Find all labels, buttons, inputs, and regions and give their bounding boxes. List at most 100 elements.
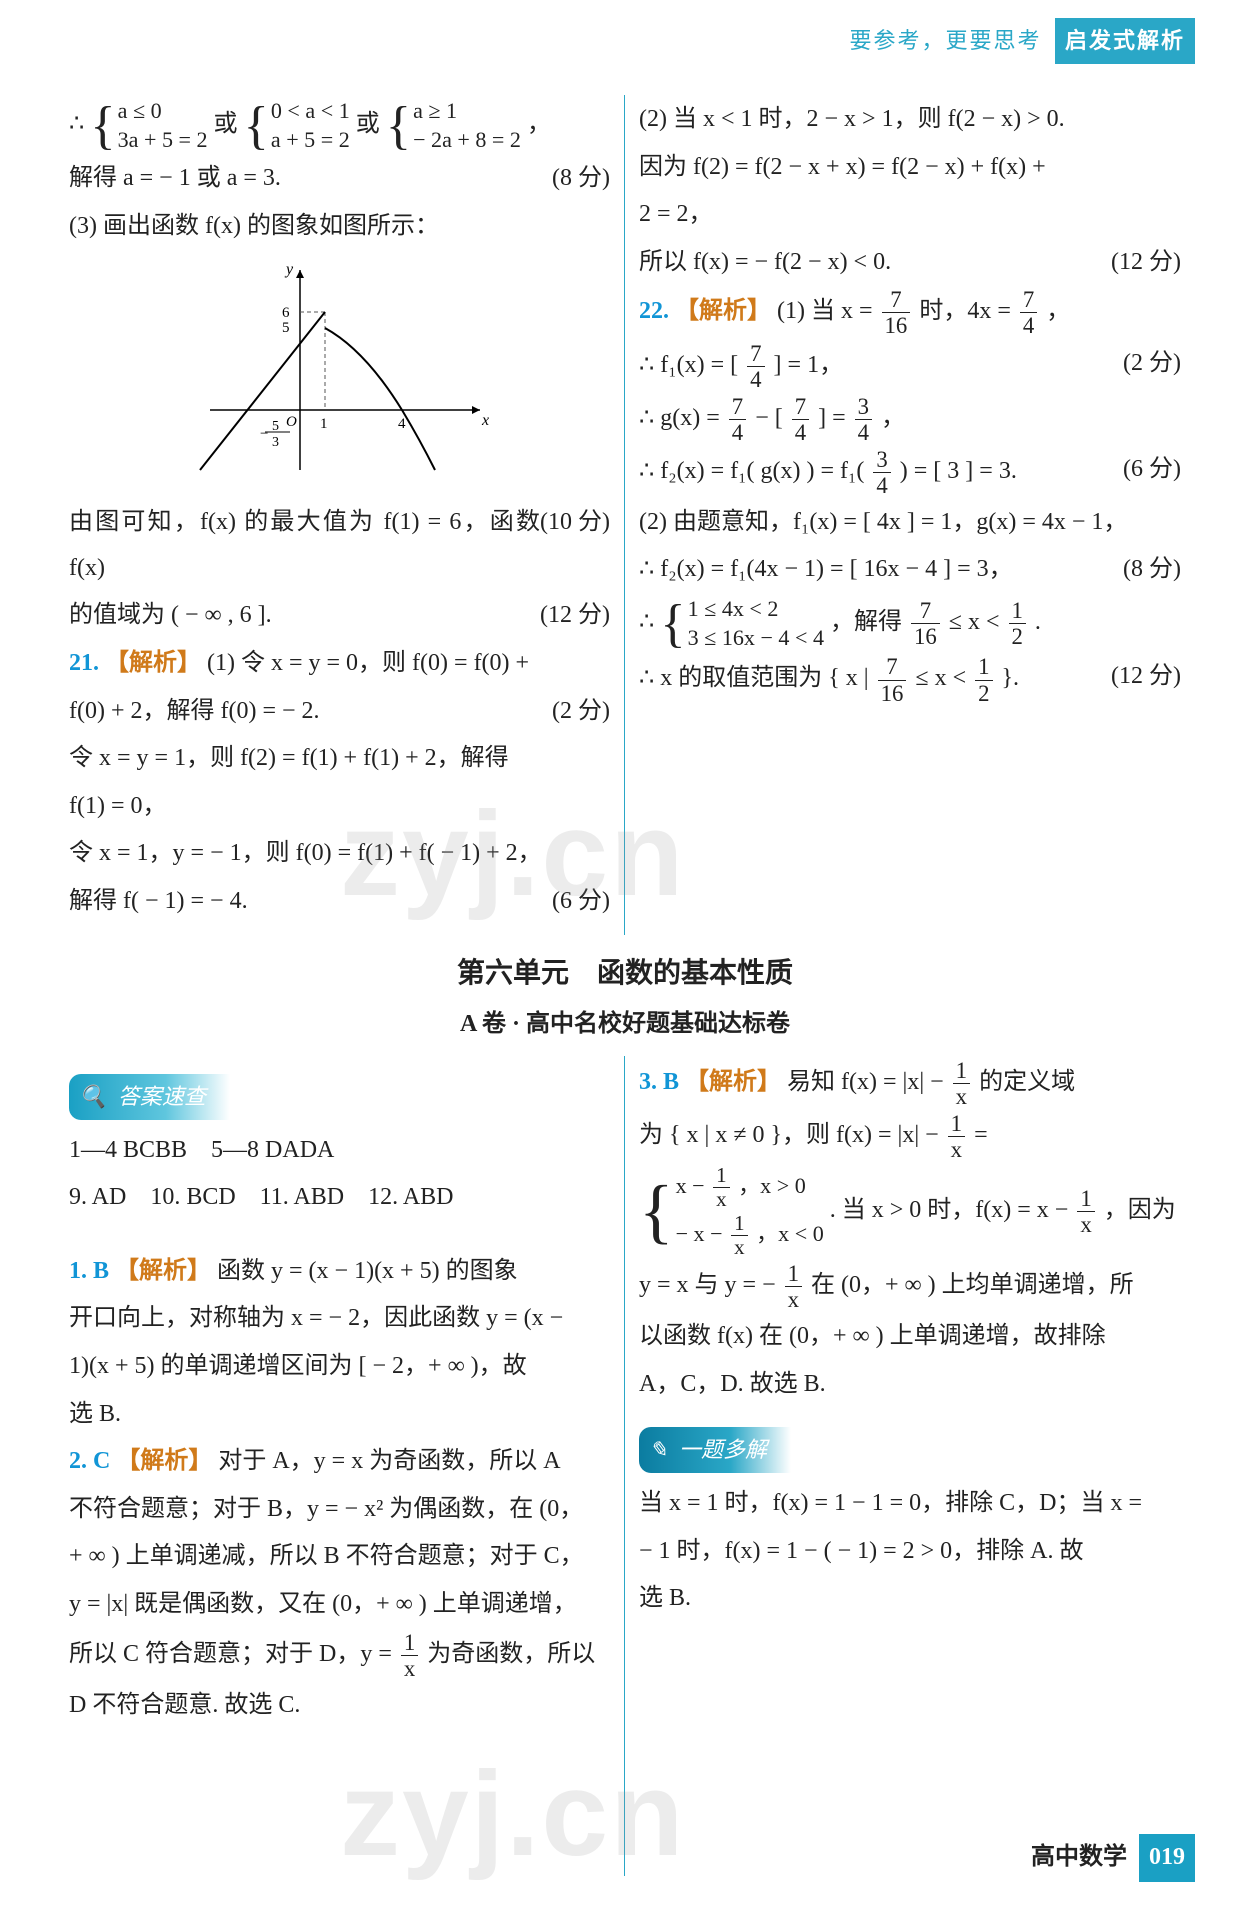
line2: 解得 a = − 1 或 a = 3.	[69, 165, 281, 191]
q22-s8: (12 分)	[1111, 654, 1181, 700]
svg-text:y: y	[284, 261, 294, 278]
q22-l7-mid2: ≤ x <	[949, 609, 1006, 635]
tr-l3: 2 = 2，	[639, 192, 1181, 238]
q2-l5a: 所以 C 符合题意；对于 D，y =	[69, 1641, 398, 1667]
svg-text:5: 5	[282, 320, 290, 336]
q3-c2a: − x −	[676, 1221, 729, 1246]
q21-l6: 解得 f( − 1) = − 4.	[69, 888, 248, 914]
case-group-2: { 0 < a < 1 a + 5 = 2	[244, 97, 350, 154]
q21-l3: 令 x = y = 1，则 f(2) = f(1) + f(1) + 2，解得	[69, 736, 610, 782]
q3-l2a: 为 { x | x ≠ 0 }，则 f(x) = |x| −	[639, 1122, 945, 1148]
solve-a: 解得 a = − 1 或 a = 3. (8 分)	[69, 156, 610, 202]
therefore: ∴	[69, 111, 90, 137]
q22-l8-row: ∴ x 的取值范围为 { x | 716 ≤ x < 12 }. (12 分)	[639, 654, 1181, 705]
q1-row1: 1. B 【解析】 函数 y = (x − 1)(x + 5) 的图象	[69, 1249, 610, 1295]
footer-page: 019	[1139, 1834, 1195, 1882]
alt-l1: 当 x = 1 时，f(x) = 1 − 1 = 0，排除 C，D；当 x =	[639, 1481, 1181, 1527]
q3-l4-row: y = x 与 y = − 1x 在 (0，+ ∞ ) 上均单调递增，所	[639, 1261, 1181, 1312]
q1-num: 1. B	[69, 1258, 109, 1284]
case-group-3: { a ≥ 1 − 2a + 8 = 2	[386, 97, 521, 154]
q21-row2: f(0) + 2，解得 f(0) = − 2. (2 分)	[69, 689, 610, 735]
q22-l6-row: ∴ f₂(x) = f₁(4x − 1) = [ 16x − 4 ] = 3， …	[639, 547, 1181, 593]
q3-l4a: y = x 与 y = −	[639, 1272, 782, 1298]
q22-s2: (2 分)	[1123, 341, 1181, 387]
graph: x y O 1 4 6 5 5 3 −	[69, 260, 610, 497]
q22-c2: 3 ≤ 16x − 4 < 4	[688, 624, 824, 653]
line4: 由图可知，f(x) 的最大值为 f(1) = 6，函数 f(x)	[69, 500, 610, 591]
case3b: − 2a + 8 = 2	[413, 126, 521, 155]
q1-l2: 开口向上，对称轴为 x = − 2，因此函数 y = (x −	[69, 1296, 610, 1342]
q21-row6: 解得 f( − 1) = − 4. (6 分)	[69, 879, 610, 925]
q22-c1: 1 ≤ 4x < 2	[688, 595, 824, 624]
q3-l6: A，C，D. 故选 B.	[639, 1362, 1181, 1408]
tr-l2: 因为 f(2) = f(2 − x + x) = f(2 − x) + f(x)…	[639, 145, 1181, 191]
q21-tag: 【解析】	[105, 650, 201, 676]
case1b: 3a + 5 = 2	[118, 126, 208, 155]
q2-l2: 不符合题意；对于 B，y = − x² 为偶函数，在 (0，	[69, 1487, 610, 1533]
line5-row: 的值域为 ( − ∞ , 6 ]. (12 分)	[69, 593, 610, 639]
q2-tag: 【解析】	[116, 1448, 212, 1474]
q22-l7-mid: ，解得	[830, 609, 908, 635]
q3-l4b: 在 (0，+ ∞ ) 上均单调递增，所	[811, 1272, 1134, 1298]
svg-text:1: 1	[320, 416, 328, 432]
q2-l1: 对于 A，y = x 为奇函数，所以 A	[218, 1448, 560, 1474]
bottom-left-col: 🔍 答案速查 1—4 BCBB 5—8 DADA 9. AD 10. BCD 1…	[55, 1056, 625, 1876]
q3-tag: 【解析】	[685, 1069, 781, 1095]
q2-l5-row: 所以 C 符合题意；对于 D，y = 1x 为奇函数，所以	[69, 1630, 610, 1681]
q3-cases-row: { x − 1x ，x > 0 − x − 1x ，x < 0 . 当 x > …	[639, 1164, 1181, 1259]
svg-text:6: 6	[282, 305, 290, 321]
bottom-columns: 🔍 答案速查 1—4 BCBB 5—8 DADA 9. AD 10. BCD 1…	[55, 1056, 1195, 1876]
q21-l1: (1) 令 x = y = 0，则 f(0) = f(0) +	[207, 650, 529, 676]
q22-l3c: ] =	[818, 405, 852, 431]
q22-tag: 【解析】	[675, 298, 771, 324]
tr-l4-row: 所以 f(x) = − f(2 − x) < 0. (12 分)	[639, 240, 1181, 286]
q22-l1a: (1) 当 x =	[777, 298, 879, 324]
alt-solution-band: ✎ 一题多解	[639, 1427, 791, 1473]
q22-l5: (2) 由题意知，f₁(x) = [ 4x ] = 1，g(x) = 4x − …	[639, 500, 1181, 546]
unit-subtitle: A 卷 · 高中名校好题基础达标卷	[55, 1002, 1195, 1048]
q2-row1: 2. C 【解析】 对于 A，y = x 为奇函数，所以 A	[69, 1439, 610, 1485]
tr-l4: 所以 f(x) = − f(2 − x) < 0.	[639, 249, 891, 275]
tr-l1: (2) 当 x < 1 时，2 − x > 1，则 f(2 − x) > 0.	[639, 97, 1181, 143]
q22-row1: 22. 【解析】 (1) 当 x = 716 时，4x = 74 ，	[639, 287, 1181, 338]
score-8: (8 分)	[552, 156, 610, 202]
alt-l2: − 1 时，f(x) = 1 − ( − 1) = 2 > 0，排除 A. 故	[639, 1529, 1181, 1575]
q22-num: 22.	[639, 298, 669, 324]
score-12: (12 分)	[540, 593, 610, 639]
q22-cases: { 1 ≤ 4x < 2 3 ≤ 16x − 4 < 4	[660, 595, 824, 652]
quick-band-text: 答案速查	[118, 1084, 206, 1109]
footer: 高中数学 019	[1031, 1834, 1195, 1882]
q3-c1a: x −	[676, 1173, 711, 1198]
q22-l3a: ∴ g(x) =	[639, 405, 726, 431]
svg-text:x: x	[481, 412, 489, 429]
top-columns: ∴ { a ≤ 0 3a + 5 = 2 或 { 0 < a < 1 a + 5…	[55, 95, 1195, 935]
q22-l8c: }.	[1002, 666, 1020, 692]
q22-l3b: − [	[755, 405, 789, 431]
q22-l8a: ∴ x 的取值范围为 { x |	[639, 666, 875, 692]
q22-l2-row: ∴ f₁(x) = [ 74 ] = 1， (2 分)	[639, 341, 1181, 392]
q21-num: 21.	[69, 650, 99, 676]
q3-l2-row: 为 { x | x ≠ 0 }，则 f(x) = |x| − 1x =	[639, 1111, 1181, 1162]
q22-l3-row: ∴ g(x) = 74 − [ 74 ] = 34 ，	[639, 394, 1181, 445]
header-tagline: 要参考，更要思考	[849, 28, 1041, 53]
q3-l2b: =	[974, 1122, 988, 1148]
q22-l4b: ) = [ 3 ] = 3.	[900, 458, 1017, 484]
header-badge: 启发式解析	[1055, 18, 1195, 64]
q21-score6: (6 分)	[552, 879, 610, 925]
svg-text:O: O	[286, 414, 297, 430]
bottom-right-col: 3. B 【解析】 易知 f(x) = |x| − 1x 的定义域 为 { x …	[625, 1056, 1195, 1876]
q2-l5b: 为奇函数，所以	[427, 1641, 595, 1667]
q1-tag: 【解析】	[115, 1258, 211, 1284]
q3-c2b: ，x < 0	[756, 1221, 824, 1246]
quick-row1: 1—4 BCBB 5—8 DADA	[69, 1128, 610, 1174]
q2-num: 2. C	[69, 1448, 110, 1474]
q3-c1b: ，x > 0	[738, 1173, 806, 1198]
q22-l7-row: ∴ { 1 ≤ 4x < 2 3 ≤ 16x − 4 < 4 ，解得 716 ≤…	[639, 595, 1181, 652]
q22-l7-tail: .	[1035, 609, 1041, 635]
q3-l3b: ，因为	[1104, 1197, 1176, 1223]
q3-l1a: 易知 f(x) = |x| −	[787, 1069, 950, 1095]
q21-l4: f(1) = 0，	[69, 784, 610, 830]
q22-l4-row: ∴ f₂(x) = f₁( g(x) ) = f₁( 34 ) = [ 3 ] …	[639, 447, 1181, 498]
q22-s4: (6 分)	[1123, 447, 1181, 493]
or1: 或	[214, 111, 238, 137]
